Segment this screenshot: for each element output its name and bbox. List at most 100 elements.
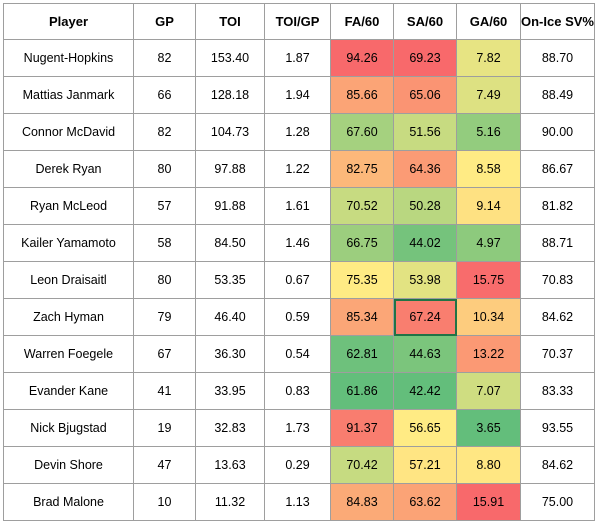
player-name-cell[interactable]: Derek Ryan: [3, 150, 134, 188]
player-name-cell[interactable]: Zach Hyman: [3, 298, 134, 336]
fa-60-cell[interactable]: 75.35: [330, 261, 394, 299]
toi-cell[interactable]: 36.30: [195, 335, 265, 373]
on-ice-sv-cell[interactable]: 93.55: [520, 409, 595, 447]
ga-60-cell[interactable]: 5.16: [456, 113, 521, 151]
gp-cell[interactable]: 19: [133, 409, 196, 447]
fa-60-cell[interactable]: 94.26: [330, 39, 394, 77]
sa-60-cell[interactable]: 56.65: [393, 409, 457, 447]
toi-cell[interactable]: 32.83: [195, 409, 265, 447]
player-name-cell[interactable]: Kailer Yamamoto: [3, 224, 134, 262]
ga-60-cell[interactable]: 15.91: [456, 483, 521, 521]
ga-60-cell[interactable]: 8.80: [456, 446, 521, 484]
gp-cell[interactable]: 80: [133, 150, 196, 188]
fa-60-cell[interactable]: 91.37: [330, 409, 394, 447]
on-ice-sv-cell[interactable]: 70.83: [520, 261, 595, 299]
ga-60-cell[interactable]: 7.07: [456, 372, 521, 410]
toi-gp-cell[interactable]: 1.73: [264, 409, 331, 447]
player-name-cell[interactable]: Devin Shore: [3, 446, 134, 484]
toi-gp-cell[interactable]: 1.87: [264, 39, 331, 77]
toi-gp-cell[interactable]: 1.13: [264, 483, 331, 521]
sa-60-cell[interactable]: 42.42: [393, 372, 457, 410]
player-name-cell[interactable]: Ryan McLeod: [3, 187, 134, 225]
on-ice-sv-cell[interactable]: 86.67: [520, 150, 595, 188]
gp-cell[interactable]: 82: [133, 39, 196, 77]
gp-cell[interactable]: 41: [133, 372, 196, 410]
sa-60-cell[interactable]: 63.62: [393, 483, 457, 521]
toi-gp-cell[interactable]: 0.59: [264, 298, 331, 336]
toi-cell[interactable]: 91.88: [195, 187, 265, 225]
sa-60-cell[interactable]: 67.24: [393, 298, 457, 336]
ga-60-cell[interactable]: 7.82: [456, 39, 521, 77]
toi-cell[interactable]: 97.88: [195, 150, 265, 188]
fa-60-cell[interactable]: 61.86: [330, 372, 394, 410]
fa-60-cell[interactable]: 67.60: [330, 113, 394, 151]
fa-60-cell[interactable]: 70.52: [330, 187, 394, 225]
sa-60-cell[interactable]: 64.36: [393, 150, 457, 188]
player-name-cell[interactable]: Evander Kane: [3, 372, 134, 410]
fa-60-cell[interactable]: 66.75: [330, 224, 394, 262]
fa-60-cell[interactable]: 62.81: [330, 335, 394, 373]
ga-60-cell[interactable]: 15.75: [456, 261, 521, 299]
toi-cell[interactable]: 13.63: [195, 446, 265, 484]
sa-60-cell[interactable]: 44.02: [393, 224, 457, 262]
on-ice-sv-cell[interactable]: 70.37: [520, 335, 595, 373]
toi-gp-cell[interactable]: 0.54: [264, 335, 331, 373]
on-ice-sv-cell[interactable]: 88.49: [520, 76, 595, 114]
sa-60-cell[interactable]: 65.06: [393, 76, 457, 114]
on-ice-sv-cell[interactable]: 88.71: [520, 224, 595, 262]
player-name-cell[interactable]: Warren Foegele: [3, 335, 134, 373]
ga-60-cell[interactable]: 10.34: [456, 298, 521, 336]
sa-60-cell[interactable]: 51.56: [393, 113, 457, 151]
toi-cell[interactable]: 84.50: [195, 224, 265, 262]
gp-cell[interactable]: 79: [133, 298, 196, 336]
on-ice-sv-cell[interactable]: 88.70: [520, 39, 595, 77]
gp-cell[interactable]: 66: [133, 76, 196, 114]
toi-cell[interactable]: 11.32: [195, 483, 265, 521]
ga-60-cell[interactable]: 3.65: [456, 409, 521, 447]
on-ice-sv-cell[interactable]: 84.62: [520, 298, 595, 336]
player-name-cell[interactable]: Nick Bjugstad: [3, 409, 134, 447]
on-ice-sv-cell[interactable]: 83.33: [520, 372, 595, 410]
ga-60-cell[interactable]: 9.14: [456, 187, 521, 225]
on-ice-sv-cell[interactable]: 84.62: [520, 446, 595, 484]
player-name-cell[interactable]: Leon Draisaitl: [3, 261, 134, 299]
sa-60-cell[interactable]: 44.63: [393, 335, 457, 373]
player-name-cell[interactable]: Brad Malone: [3, 483, 134, 521]
gp-cell[interactable]: 58: [133, 224, 196, 262]
fa-60-cell[interactable]: 84.83: [330, 483, 394, 521]
toi-cell[interactable]: 104.73: [195, 113, 265, 151]
gp-cell[interactable]: 82: [133, 113, 196, 151]
toi-cell[interactable]: 33.95: [195, 372, 265, 410]
player-name-cell[interactable]: Mattias Janmark: [3, 76, 134, 114]
toi-gp-cell[interactable]: 1.46: [264, 224, 331, 262]
sa-60-cell[interactable]: 53.98: [393, 261, 457, 299]
sa-60-cell[interactable]: 69.23: [393, 39, 457, 77]
toi-cell[interactable]: 153.40: [195, 39, 265, 77]
toi-gp-cell[interactable]: 0.29: [264, 446, 331, 484]
sa-60-cell[interactable]: 57.21: [393, 446, 457, 484]
fa-60-cell[interactable]: 85.66: [330, 76, 394, 114]
toi-gp-cell[interactable]: 0.67: [264, 261, 331, 299]
gp-cell[interactable]: 67: [133, 335, 196, 373]
toi-cell[interactable]: 53.35: [195, 261, 265, 299]
ga-60-cell[interactable]: 4.97: [456, 224, 521, 262]
sa-60-cell[interactable]: 50.28: [393, 187, 457, 225]
toi-gp-cell[interactable]: 1.94: [264, 76, 331, 114]
on-ice-sv-cell[interactable]: 75.00: [520, 483, 595, 521]
toi-gp-cell[interactable]: 0.83: [264, 372, 331, 410]
player-name-cell[interactable]: Connor McDavid: [3, 113, 134, 151]
toi-cell[interactable]: 46.40: [195, 298, 265, 336]
toi-cell[interactable]: 128.18: [195, 76, 265, 114]
fa-60-cell[interactable]: 85.34: [330, 298, 394, 336]
toi-gp-cell[interactable]: 1.61: [264, 187, 331, 225]
on-ice-sv-cell[interactable]: 81.82: [520, 187, 595, 225]
ga-60-cell[interactable]: 8.58: [456, 150, 521, 188]
gp-cell[interactable]: 10: [133, 483, 196, 521]
ga-60-cell[interactable]: 7.49: [456, 76, 521, 114]
toi-gp-cell[interactable]: 1.28: [264, 113, 331, 151]
gp-cell[interactable]: 57: [133, 187, 196, 225]
fa-60-cell[interactable]: 70.42: [330, 446, 394, 484]
gp-cell[interactable]: 47: [133, 446, 196, 484]
ga-60-cell[interactable]: 13.22: [456, 335, 521, 373]
toi-gp-cell[interactable]: 1.22: [264, 150, 331, 188]
